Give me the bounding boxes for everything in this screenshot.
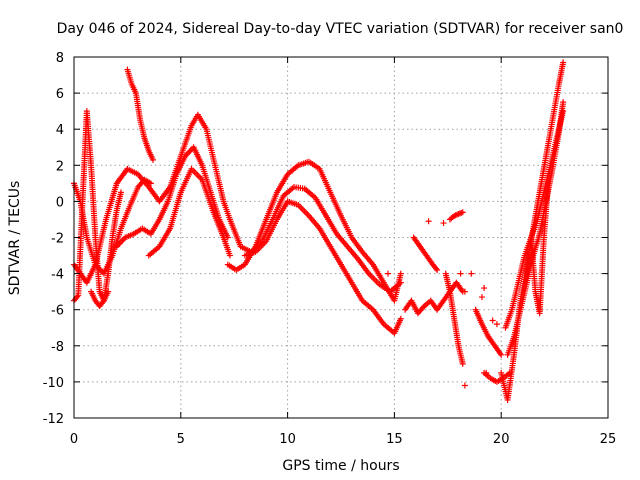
x-tick-label: 20 [493,432,510,447]
y-tick-label: -6 [51,304,64,319]
y-tick-label: -2 [51,232,64,247]
y-tick-label: 0 [56,195,64,210]
y-tick-label: -8 [51,340,64,355]
series-track-n [446,209,466,223]
isolated-point [461,288,468,295]
x-tick-labels: 0 5 10 15 20 25 [70,432,616,447]
x-tick-label: 15 [386,432,403,447]
data-point [433,265,440,272]
series-track-e [124,66,157,163]
series-track-d [88,189,124,310]
x-tick-label: 0 [70,432,78,447]
x-tick-label: 25 [600,432,617,447]
y-axis-label: SDTVAR / TECUs [7,181,23,296]
chart-title: Day 046 of 2024, Sidereal Day-to-day VTE… [57,21,624,37]
data-point [105,288,112,295]
data-point [397,315,404,322]
y-tick-labels: -12 -10 -8 -6 -4 -2 0 2 4 6 8 [43,51,64,427]
data-marks [71,59,567,403]
x-tick-label: 5 [177,432,185,447]
isolated-point [425,218,432,225]
data-point [397,270,404,277]
data-point [226,252,233,259]
y-tick-label: -10 [43,376,64,391]
data-point [560,59,567,66]
isolated-point [478,294,485,301]
data-point [99,299,106,306]
y-tick-label: 6 [56,87,64,102]
series-track-k [402,279,466,317]
series-track-i [226,183,404,295]
isolated-point [489,317,496,324]
data-point [459,209,466,216]
isolated-point [384,270,391,277]
series-track-h [224,158,404,304]
y-tick-label: 8 [56,51,64,66]
x-tick-label: 10 [279,432,296,447]
data-point [74,293,81,300]
y-tick-label: 4 [56,123,64,138]
data-point [459,360,466,367]
series-track-g [145,165,233,259]
y-tick-label: -12 [43,412,64,427]
isolated-point [483,369,490,376]
data-point [498,351,505,358]
series-track-t [523,180,552,317]
isolated-point [457,270,464,277]
series-track-m [442,270,466,367]
isolated-point [493,321,500,328]
axis-ticks [73,56,609,419]
isolated-point [461,382,468,389]
y-tick-label: 2 [56,159,64,174]
series-track-l [410,234,441,273]
data-point [560,99,567,106]
isolated-point [440,220,447,227]
series-track-j [241,198,404,337]
y-tick-label: -4 [51,268,64,283]
data-point [150,156,157,163]
grid-lines [74,57,608,418]
isolated-point [481,285,488,292]
data-point [434,266,441,273]
data-point [545,180,552,187]
isolated-point [468,270,475,277]
data-point [397,279,404,286]
series-track-o [472,306,505,358]
data-point [117,189,124,196]
x-axis-label: GPS time / hours [282,458,399,474]
